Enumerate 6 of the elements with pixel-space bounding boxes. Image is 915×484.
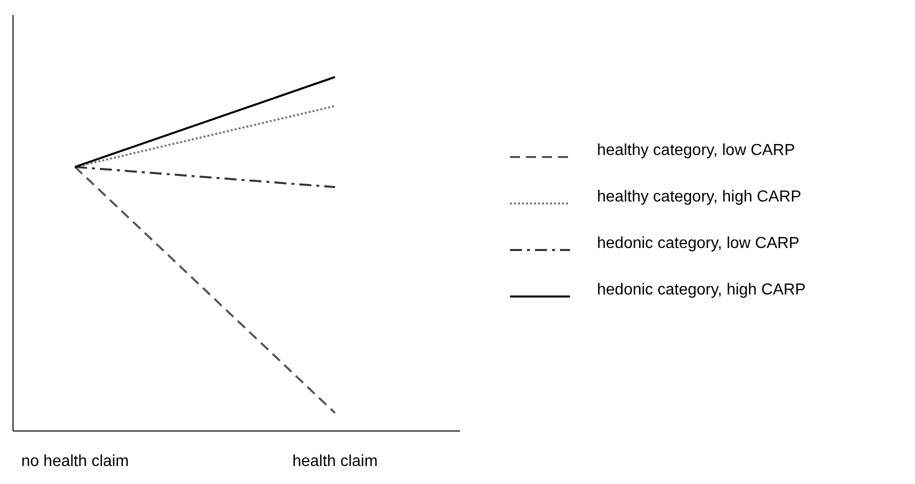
legend-label: hedonic category, high CARP bbox=[597, 282, 806, 299]
legend-label: healthy category, high CARP bbox=[597, 188, 802, 206]
legend-label: healthy category, low CARP bbox=[597, 142, 796, 160]
x-tick-label: no health claim bbox=[21, 453, 129, 470]
x-tick-label: health claim bbox=[292, 453, 378, 470]
legend-label: hedonic category, low CARP bbox=[597, 235, 800, 252]
